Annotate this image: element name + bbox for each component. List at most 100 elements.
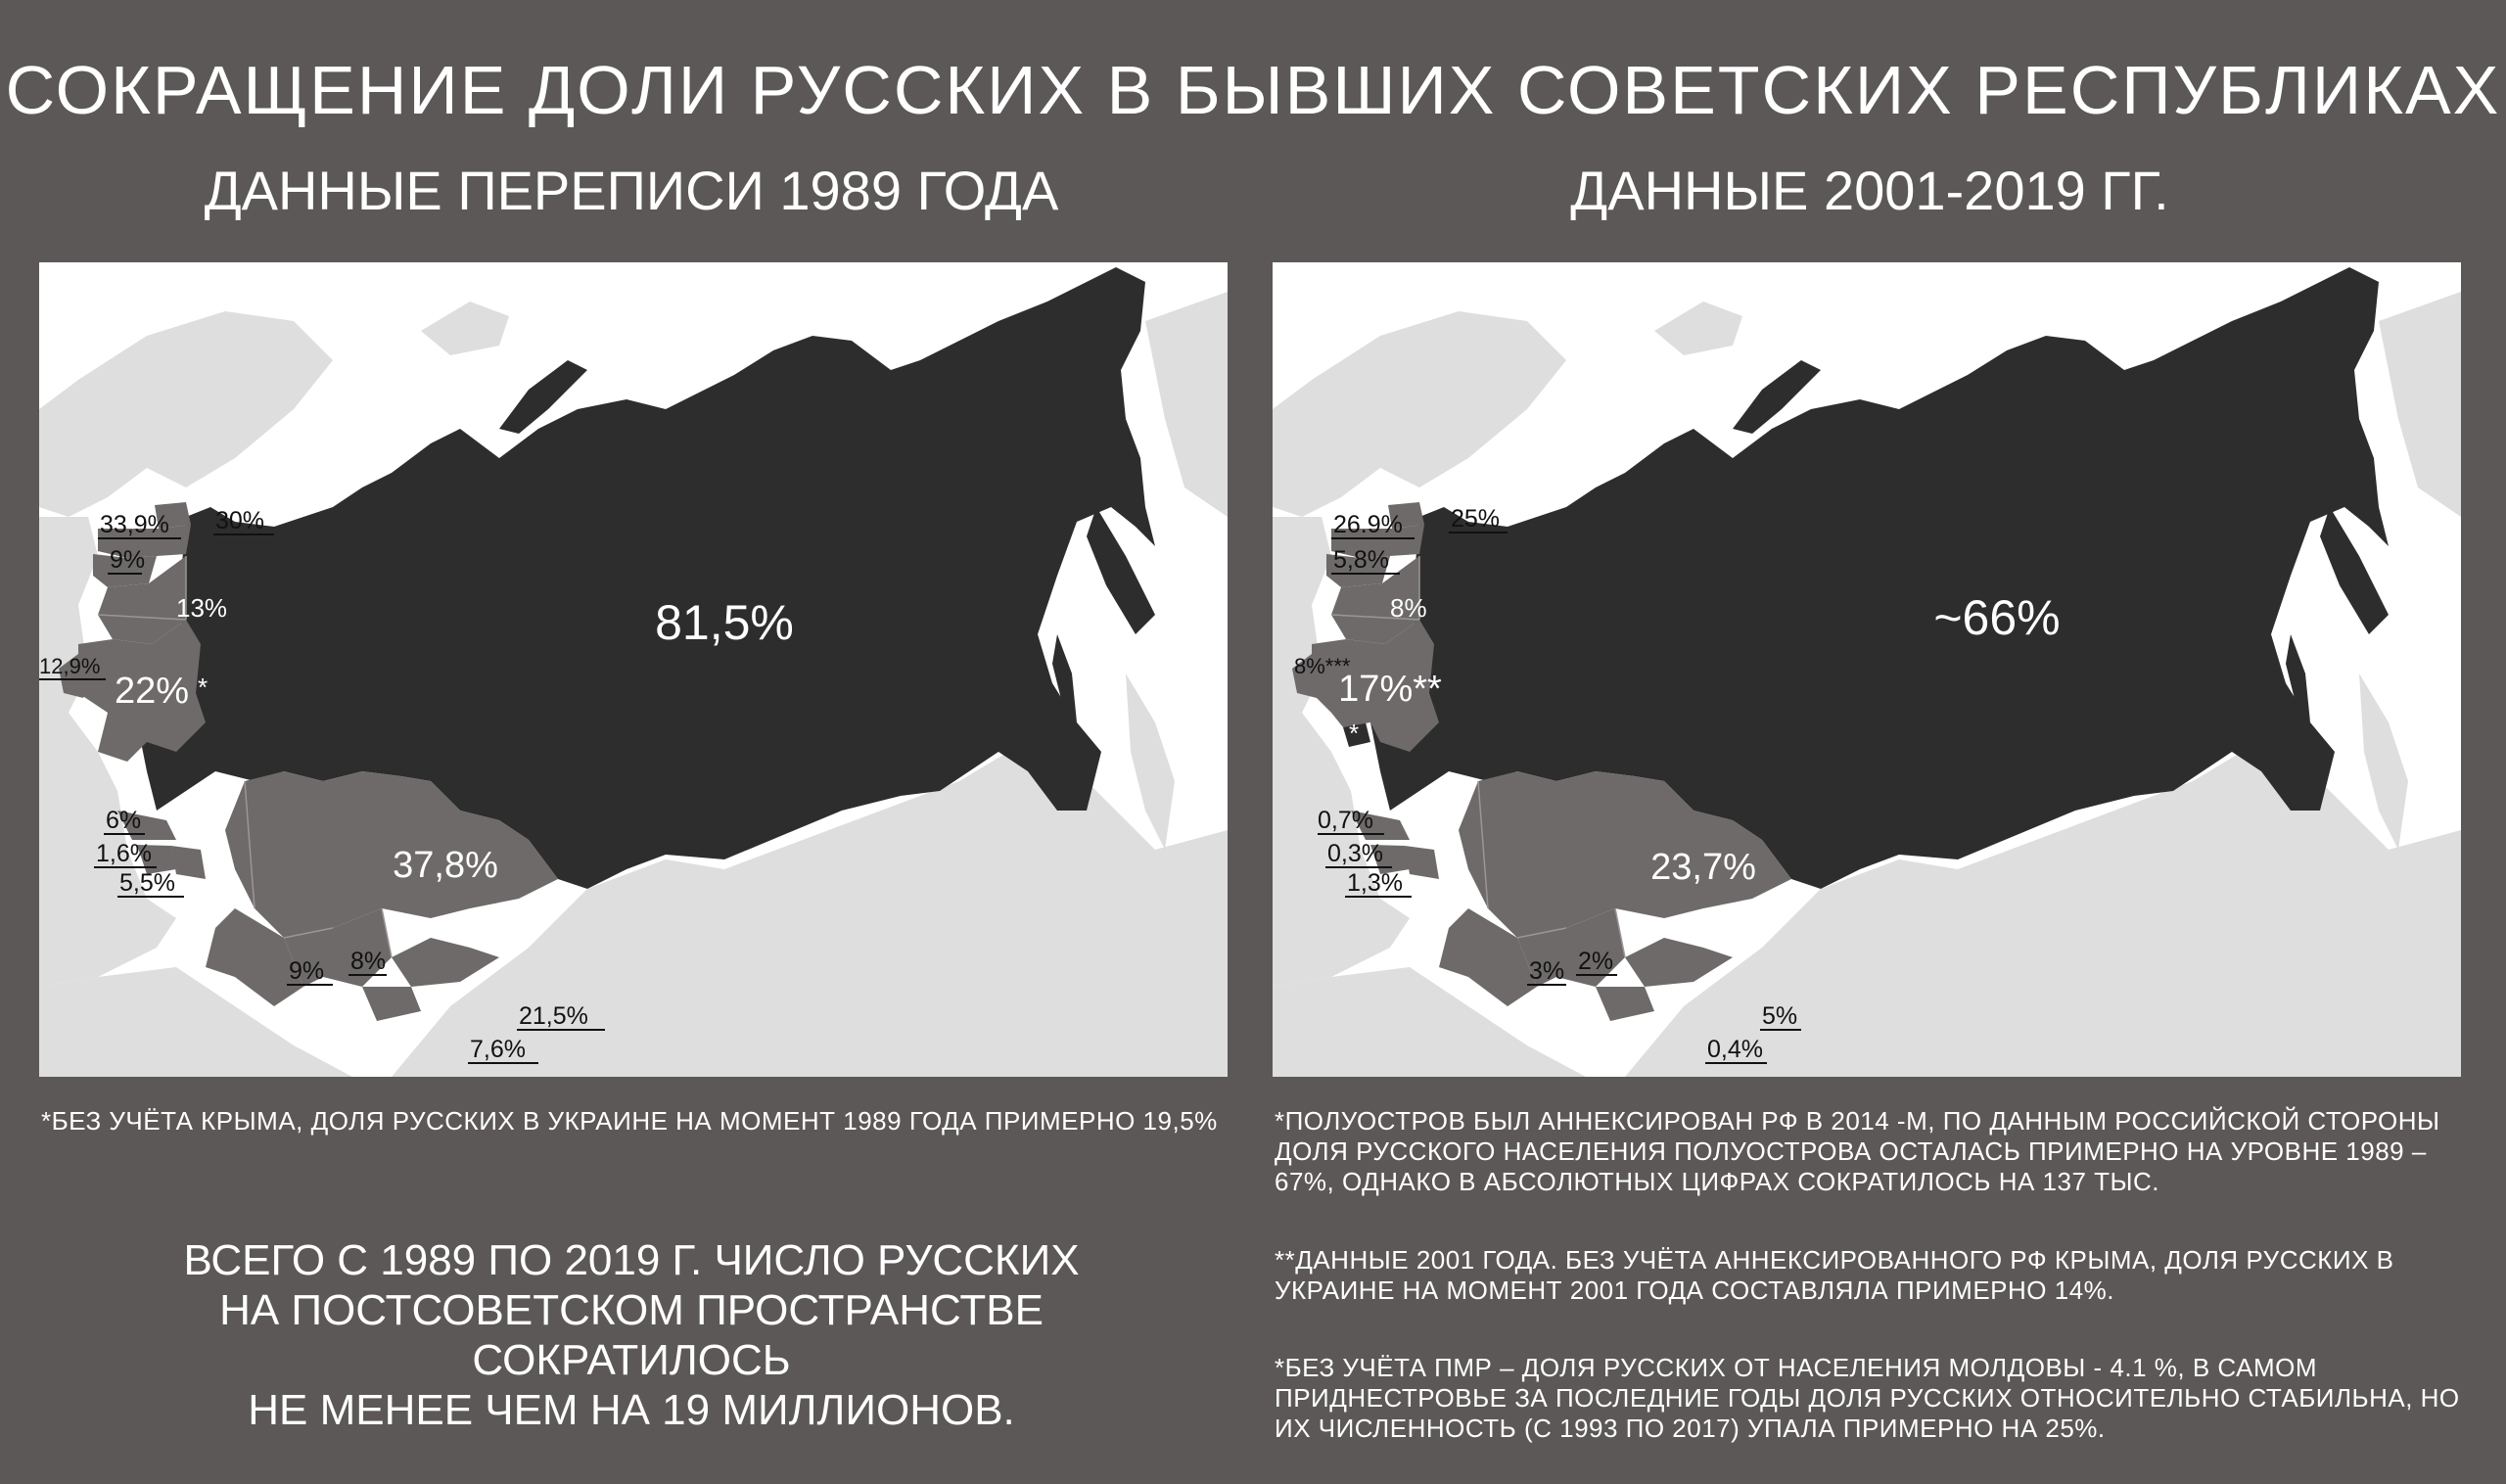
- label-moldova: 12,9%: [39, 654, 100, 678]
- japan-land: [2359, 673, 2408, 850]
- summary-line-3: СОКРАТИЛОСЬ: [472, 1336, 791, 1384]
- summary-line-4: НЕ МЕНЕЕ ЧЕМ НА 19 МИЛЛИОНОВ.: [248, 1386, 1015, 1434]
- left-map-subtitle: ДАННЫЕ ПЕРЕПИСИ 1989 ГОДА: [204, 160, 1059, 221]
- label-lithuania: 5,8%: [1333, 546, 1389, 574]
- north-america-land: [2379, 292, 2461, 517]
- label-kyrgyzstan: 5%: [1762, 1002, 1797, 1030]
- novaya-zemlya: [1733, 360, 1821, 434]
- kazakhstan-region: [225, 771, 558, 938]
- scandinavia: [39, 311, 333, 517]
- russia-region: [1370, 267, 2389, 889]
- estonia-region: [1388, 502, 1424, 529]
- moldova-region: [59, 654, 93, 698]
- note-crimea-1989: *БЕЗ УЧЁТА КРЫМА, ДОЛЯ РУССКИХ В УКРАИНЕ…: [41, 1106, 1218, 1136]
- map-2001-2019: ~66% 23,7% 17%** * 8% 25% 26.9% 5,8% 8%*…: [1273, 262, 2461, 1077]
- tajikistan-region: [1596, 987, 1654, 1021]
- label-georgia: 0,7%: [1318, 807, 1373, 834]
- moldova-region: [1292, 654, 1326, 698]
- label-kazakhstan: 37,8%: [393, 845, 498, 886]
- label-ukraine: 17%**: [1338, 669, 1442, 710]
- kamchatka: [2320, 507, 2389, 634]
- lithuania-region: [1326, 554, 1390, 587]
- tajikistan-region: [362, 987, 421, 1021]
- china-land: [392, 752, 1228, 1077]
- georgia-region: [1351, 811, 1410, 840]
- svalbard-greenland: [1654, 301, 1742, 355]
- label-russia: 81,5%: [655, 595, 794, 650]
- latvia-region: [1331, 525, 1424, 558]
- ukraine-region: [78, 620, 206, 762]
- label-georgia: 6%: [106, 807, 141, 834]
- china-land: [1625, 752, 2461, 1077]
- label-belarus: 13%: [176, 593, 227, 623]
- middle-east-land: [39, 967, 352, 1077]
- kazakhstan-region: [1459, 771, 1791, 938]
- label-kyrgyzstan: 21,5%: [519, 1002, 588, 1030]
- lithuania-region: [93, 554, 157, 587]
- label-lithuania: 9%: [110, 546, 145, 574]
- scandinavia: [1273, 311, 1566, 517]
- note-moldova-pmr: *БЕЗ УЧЁТА ПМР – ДОЛЯ РУССКИХ ОТ НАСЕЛЕН…: [1275, 1353, 2460, 1443]
- kamchatka: [1087, 507, 1155, 634]
- note-crimea-annexation: *ПОЛУОСТРОВ БЫЛ АННЕКСИРОВАН РФ В 2014 -…: [1275, 1106, 2440, 1196]
- kyrgyzstan-region: [1625, 938, 1733, 987]
- novaya-zemlya: [499, 360, 587, 434]
- label-latvia: 26.9%: [1333, 511, 1403, 538]
- label-underlines: [1318, 532, 1801, 1064]
- republic-borders: [1330, 556, 1626, 958]
- estonia-region: [155, 502, 191, 529]
- europe-land: [39, 517, 176, 987]
- label-belarus: 8%: [1390, 593, 1427, 623]
- label-kazakhstan: 23,7%: [1650, 847, 1756, 888]
- azerbaijan-region: [1405, 846, 1439, 879]
- map-2001-2019-svg: ~66% 23,7% 17%** * 8% 25% 26.9% 5,8% 8%*…: [1273, 267, 2461, 1077]
- label-turkmenistan: 3%: [1529, 957, 1564, 985]
- middle-east-land: [1273, 967, 1586, 1077]
- label-turkmenistan: 9%: [289, 957, 324, 985]
- uzbekistan-region: [284, 908, 392, 987]
- russia-region: [137, 267, 1155, 889]
- georgia-region: [117, 811, 176, 840]
- summary-line-1: ВСЕГО С 1989 ПО 2019 Г. ЧИСЛО РУССКИХ: [183, 1236, 1080, 1284]
- label-tajikistan: 0,4%: [1707, 1036, 1763, 1063]
- note-ukraine-2001: **ДАННЫЕ 2001 ГОДА. БЕЗ УЧЁТА АННЕКСИРОВ…: [1275, 1245, 2394, 1305]
- label-ukraine: 22%: [115, 671, 189, 712]
- ukraine-region: [1312, 620, 1439, 752]
- map-1989-svg: 81,5% 37,8% 22% * 13% 30% 33,9% 9% 12,9%…: [39, 267, 1228, 1077]
- right-map-subtitle: ДАННЫЕ 2001-2019 ГГ.: [1570, 160, 2169, 221]
- turkmenistan-region: [206, 908, 303, 1006]
- uzbekistan-region: [1517, 908, 1625, 987]
- label-uzbekistan: 8%: [350, 948, 386, 975]
- belarus-region: [1331, 556, 1419, 644]
- label-azerbaijan: 5,5%: [119, 869, 175, 897]
- label-russia: ~66%: [1933, 590, 2060, 645]
- label-estonia: 25%: [1451, 505, 1500, 533]
- azerbaijan-region: [171, 846, 206, 879]
- sakhalin: [2286, 634, 2310, 722]
- label-armenia: 1,6%: [96, 840, 152, 867]
- label-uzbekistan: 2%: [1578, 948, 1613, 975]
- label-crimea-mark: *: [1349, 719, 1359, 748]
- label-tajikistan: 7,6%: [470, 1036, 526, 1063]
- map-1989: 81,5% 37,8% 22% * 13% 30% 33,9% 9% 12,9%…: [39, 262, 1228, 1077]
- label-underlines: [39, 533, 605, 1064]
- page-title: СОКРАЩЕНИЕ ДОЛИ РУССКИХ В БЫВШИХ СОВЕТСК…: [5, 52, 2501, 128]
- summary-text: ВСЕГО С 1989 ПО 2019 Г. ЧИСЛО РУССКИХ НА…: [39, 1235, 1224, 1435]
- latvia-region: [98, 525, 191, 558]
- sakhalin: [1052, 634, 1077, 722]
- belarus-region: [98, 556, 186, 644]
- summary-line-2: НА ПОСТСОВЕТСКОМ ПРОСТРАНСТВЕ: [219, 1286, 1044, 1334]
- crimea-region: [1343, 722, 1370, 747]
- north-america-land: [1145, 292, 1228, 517]
- turkmenistan-region: [1439, 908, 1537, 1006]
- label-armenia: 0,3%: [1327, 840, 1383, 867]
- europe-land: [1273, 517, 1410, 987]
- label-ukraine-mark: *: [198, 672, 208, 702]
- japan-land: [1126, 673, 1175, 850]
- label-latvia: 33,9%: [100, 511, 169, 538]
- republic-borders: [97, 556, 393, 958]
- kyrgyzstan-region: [392, 938, 499, 987]
- label-moldova: 8%***: [1294, 654, 1351, 678]
- label-azerbaijan: 1,3%: [1347, 869, 1403, 897]
- svalbard-greenland: [421, 301, 509, 355]
